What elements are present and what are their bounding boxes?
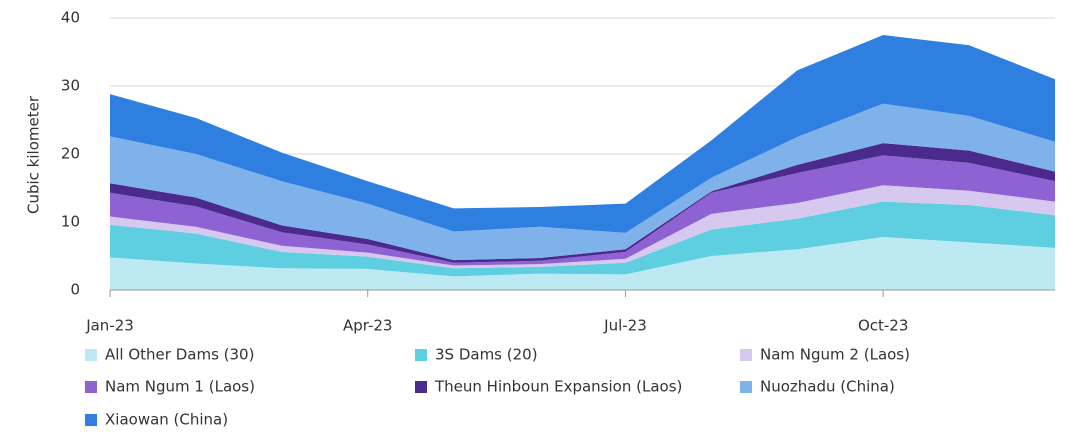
y-tick-label: 0 [70, 281, 80, 299]
legend-swatch [740, 349, 752, 361]
area [110, 103, 1055, 261]
area [110, 236, 1055, 290]
legend-swatch [85, 381, 97, 393]
y-tick-label: 30 [61, 77, 80, 95]
area [110, 155, 1055, 266]
y-tick-label: 20 [61, 145, 80, 163]
legend-label: 3S Dams (20) [435, 346, 538, 364]
legend-swatch [85, 414, 97, 426]
area [110, 35, 1055, 233]
y-tick-label: 40 [61, 9, 80, 27]
legend-label: Theun Hinboun Expansion (Laos) [434, 378, 682, 396]
legend-label: Nam Ngum 1 (Laos) [105, 378, 255, 396]
area [110, 201, 1055, 277]
legend-swatch [740, 381, 752, 393]
y-tick-label: 10 [61, 213, 80, 231]
legend-label: Nuozhadu (China) [760, 378, 895, 396]
x-tick-label: Apr-23 [343, 317, 393, 335]
x-tick-label: Jul-23 [603, 317, 647, 335]
legend-label: Nam Ngum 2 (Laos) [760, 346, 910, 364]
y-axis-label: Cubic kilometer [25, 95, 43, 214]
legend-label: Xiaowan (China) [105, 411, 228, 429]
area [110, 143, 1055, 263]
legend-swatch [85, 349, 97, 361]
legend-swatch [415, 381, 427, 393]
x-tick-label: Jan-23 [85, 317, 134, 335]
legend-label: All Other Dams (30) [105, 346, 254, 364]
legend-swatch [415, 349, 427, 361]
x-tick-label: Oct-23 [858, 317, 908, 335]
area [110, 185, 1055, 269]
